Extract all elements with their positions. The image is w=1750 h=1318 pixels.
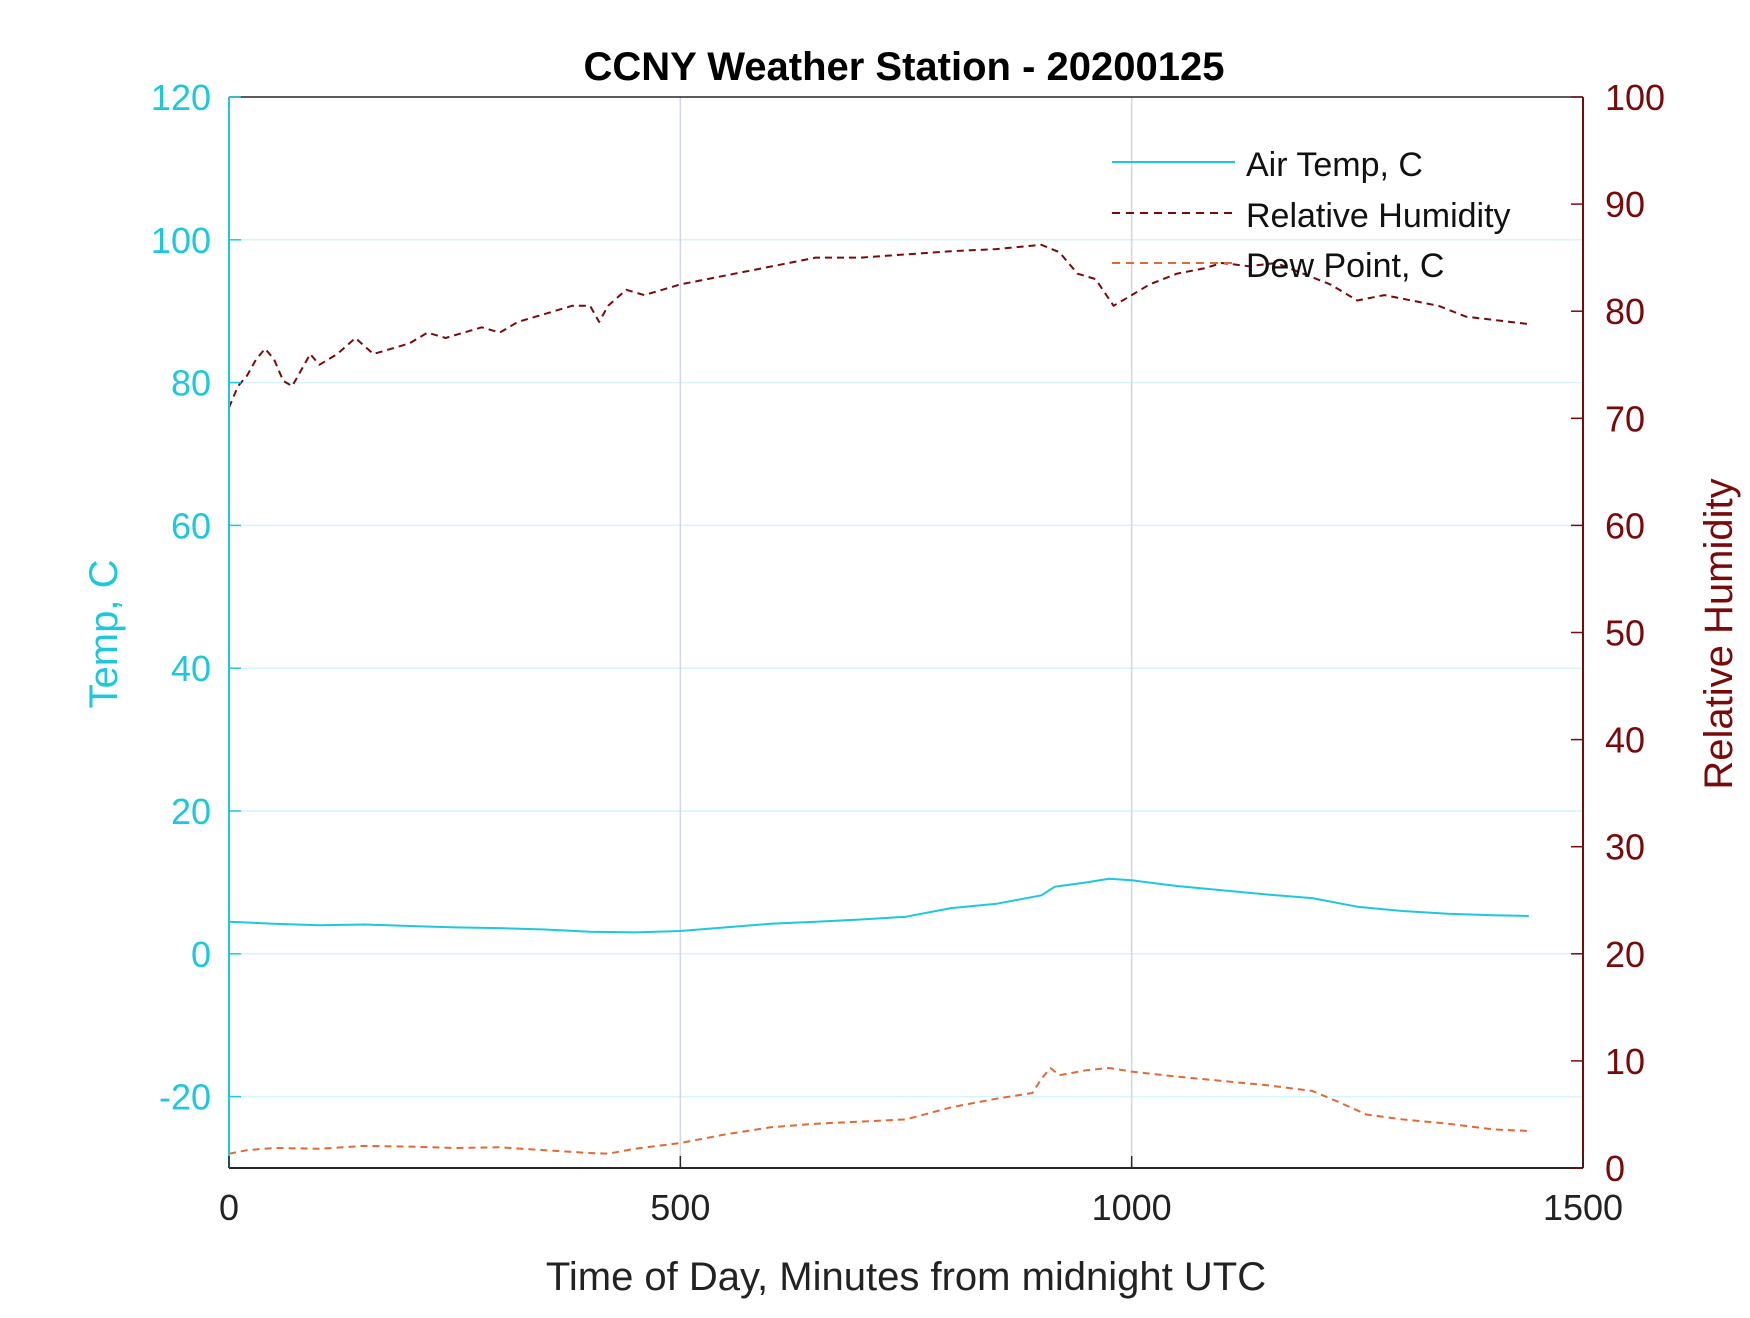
series-layer <box>228 243 1529 1155</box>
y-right-tick-label: 30 <box>1605 827 1645 868</box>
y-left-tick-label: 20 <box>171 791 211 832</box>
y-left-tick-label: -20 <box>159 1077 211 1118</box>
y-right-tick-label: 60 <box>1605 505 1645 546</box>
y-right-tick-label: 90 <box>1605 184 1645 225</box>
y-right-tick-label: 50 <box>1605 613 1645 654</box>
y-right-tick-label: 0 <box>1605 1148 1625 1189</box>
series-line-dew-point-c <box>228 1067 1529 1155</box>
y-left-tick-label: 0 <box>191 934 211 975</box>
legend: Air Temp, C Relative Humidity Dew Point,… <box>1112 146 1511 285</box>
y-axis-label-left: Temp, C <box>82 560 126 709</box>
grid-layer <box>229 97 1583 1168</box>
y-axis-label-right: Relative Humidity <box>1697 478 1741 789</box>
y-right-tick-label: 20 <box>1605 934 1645 975</box>
x-tick-label: 1000 <box>1092 1187 1172 1228</box>
chart-title: CCNY Weather Station - 20200125 <box>584 45 1225 89</box>
y-right-tick-label: 10 <box>1605 1041 1645 1082</box>
legend-label-air-temp: Air Temp, C <box>1246 146 1423 184</box>
x-axis-label: Time of Day, Minutes from midnight UTC <box>546 1255 1266 1299</box>
series-line-relative-humidity <box>228 243 1529 408</box>
legend-label-dew-point: Dew Point, C <box>1246 247 1444 285</box>
y-left-tick-label: 80 <box>171 363 211 404</box>
y-right-tick-label: 100 <box>1605 77 1665 118</box>
y-left-tick-label: 100 <box>151 220 211 261</box>
ticks-layer: 0 500 1000 1500 -20 0 20 40 60 80 100 120 0 10 20 30 40 5… <box>151 77 1665 1228</box>
y-left-tick-label: 120 <box>151 77 211 118</box>
y-left-tick-label: 40 <box>171 648 211 689</box>
y-right-tick-label: 70 <box>1605 398 1645 439</box>
legend-label-relative-humidity: Relative Humidity <box>1246 197 1511 235</box>
y-left-tick-label: 60 <box>171 505 211 546</box>
x-tick-label: 1500 <box>1543 1187 1623 1228</box>
x-tick-label: 500 <box>650 1187 710 1228</box>
y-right-tick-label: 80 <box>1605 291 1645 332</box>
y-right-tick-label: 40 <box>1605 720 1645 761</box>
x-tick-label: 0 <box>219 1187 239 1228</box>
series-line-air-temp-c <box>228 877 1529 934</box>
